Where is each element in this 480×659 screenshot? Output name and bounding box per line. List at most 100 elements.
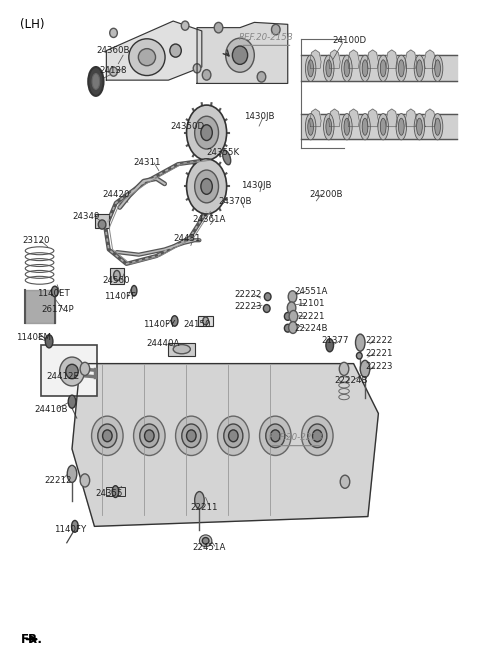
Polygon shape: [367, 50, 378, 69]
Ellipse shape: [287, 302, 296, 314]
Text: 24355K: 24355K: [207, 148, 240, 157]
Text: 26174P: 26174P: [41, 305, 74, 314]
Ellipse shape: [264, 304, 270, 312]
Ellipse shape: [224, 424, 243, 447]
Ellipse shape: [114, 270, 120, 281]
Ellipse shape: [396, 113, 407, 140]
Ellipse shape: [195, 116, 218, 149]
Ellipse shape: [284, 312, 291, 320]
Ellipse shape: [98, 220, 106, 229]
Text: 1140ET: 1140ET: [36, 289, 69, 298]
Text: REF.20-215B: REF.20-215B: [239, 33, 294, 42]
Ellipse shape: [344, 60, 350, 77]
Ellipse shape: [72, 521, 78, 532]
Polygon shape: [367, 109, 378, 127]
Text: 22451A: 22451A: [192, 543, 226, 552]
FancyBboxPatch shape: [95, 214, 109, 229]
Ellipse shape: [182, 424, 201, 447]
Text: 1430JB: 1430JB: [241, 181, 272, 190]
Polygon shape: [310, 109, 321, 127]
Text: 23120: 23120: [22, 237, 49, 245]
Text: 12101: 12101: [297, 299, 324, 308]
Ellipse shape: [140, 424, 159, 447]
Polygon shape: [348, 50, 360, 69]
Text: 24360B: 24360B: [97, 46, 130, 55]
Text: FR.: FR.: [21, 633, 42, 646]
Text: 24100D: 24100D: [333, 36, 367, 45]
Ellipse shape: [217, 416, 249, 455]
Polygon shape: [386, 50, 397, 69]
Ellipse shape: [187, 105, 227, 160]
Text: 22222: 22222: [235, 290, 263, 299]
Ellipse shape: [80, 474, 90, 487]
Text: 24150: 24150: [183, 320, 211, 330]
Ellipse shape: [272, 24, 280, 35]
Ellipse shape: [305, 55, 316, 82]
Ellipse shape: [356, 334, 365, 351]
Ellipse shape: [414, 55, 425, 82]
Ellipse shape: [301, 416, 333, 455]
Text: 22211: 22211: [191, 503, 218, 513]
Ellipse shape: [360, 113, 370, 140]
Ellipse shape: [202, 70, 211, 80]
Text: 24431: 24431: [174, 235, 201, 243]
Ellipse shape: [223, 150, 231, 165]
Ellipse shape: [360, 360, 370, 378]
Ellipse shape: [380, 60, 386, 77]
Text: 1430JB: 1430JB: [244, 112, 275, 121]
Text: 24440A: 24440A: [146, 339, 180, 349]
Text: 24350D: 24350D: [170, 121, 204, 130]
Ellipse shape: [187, 430, 196, 442]
Ellipse shape: [203, 317, 208, 325]
Ellipse shape: [326, 339, 334, 352]
Ellipse shape: [360, 55, 370, 82]
Polygon shape: [329, 50, 340, 69]
Ellipse shape: [133, 416, 165, 455]
FancyBboxPatch shape: [110, 268, 123, 283]
Ellipse shape: [342, 55, 352, 82]
Text: 22223: 22223: [235, 302, 263, 311]
Text: 24200B: 24200B: [309, 190, 343, 200]
Ellipse shape: [326, 118, 332, 135]
Text: 24370B: 24370B: [218, 197, 252, 206]
Text: 21377: 21377: [322, 336, 349, 345]
Ellipse shape: [324, 113, 334, 140]
Text: 22221: 22221: [297, 312, 324, 321]
Ellipse shape: [171, 316, 178, 326]
Ellipse shape: [214, 22, 223, 33]
FancyBboxPatch shape: [168, 343, 195, 356]
Ellipse shape: [432, 113, 443, 140]
Polygon shape: [424, 50, 436, 69]
Text: 24412E: 24412E: [46, 372, 79, 382]
Ellipse shape: [45, 335, 53, 348]
Ellipse shape: [432, 55, 443, 82]
Ellipse shape: [187, 159, 227, 214]
Ellipse shape: [98, 424, 117, 447]
Ellipse shape: [228, 430, 238, 442]
Ellipse shape: [51, 286, 58, 297]
Ellipse shape: [435, 60, 441, 77]
Polygon shape: [424, 109, 436, 127]
Text: 24361A: 24361A: [192, 215, 226, 224]
Polygon shape: [72, 364, 378, 527]
Ellipse shape: [181, 21, 189, 30]
Ellipse shape: [324, 55, 334, 82]
Ellipse shape: [271, 430, 280, 442]
Ellipse shape: [417, 60, 422, 77]
FancyBboxPatch shape: [41, 345, 97, 397]
Text: 24355: 24355: [95, 489, 122, 498]
Ellipse shape: [92, 416, 123, 455]
Text: 24410B: 24410B: [35, 405, 68, 414]
Ellipse shape: [92, 74, 100, 90]
Ellipse shape: [88, 67, 104, 96]
Polygon shape: [310, 50, 321, 69]
Text: 1140FY: 1140FY: [54, 525, 87, 534]
Ellipse shape: [340, 475, 350, 488]
Text: 1140FY: 1140FY: [143, 320, 175, 330]
Ellipse shape: [170, 44, 181, 57]
Ellipse shape: [60, 357, 84, 386]
Ellipse shape: [378, 55, 388, 82]
Ellipse shape: [264, 293, 271, 301]
Ellipse shape: [398, 60, 404, 77]
Text: 22222: 22222: [366, 336, 393, 345]
